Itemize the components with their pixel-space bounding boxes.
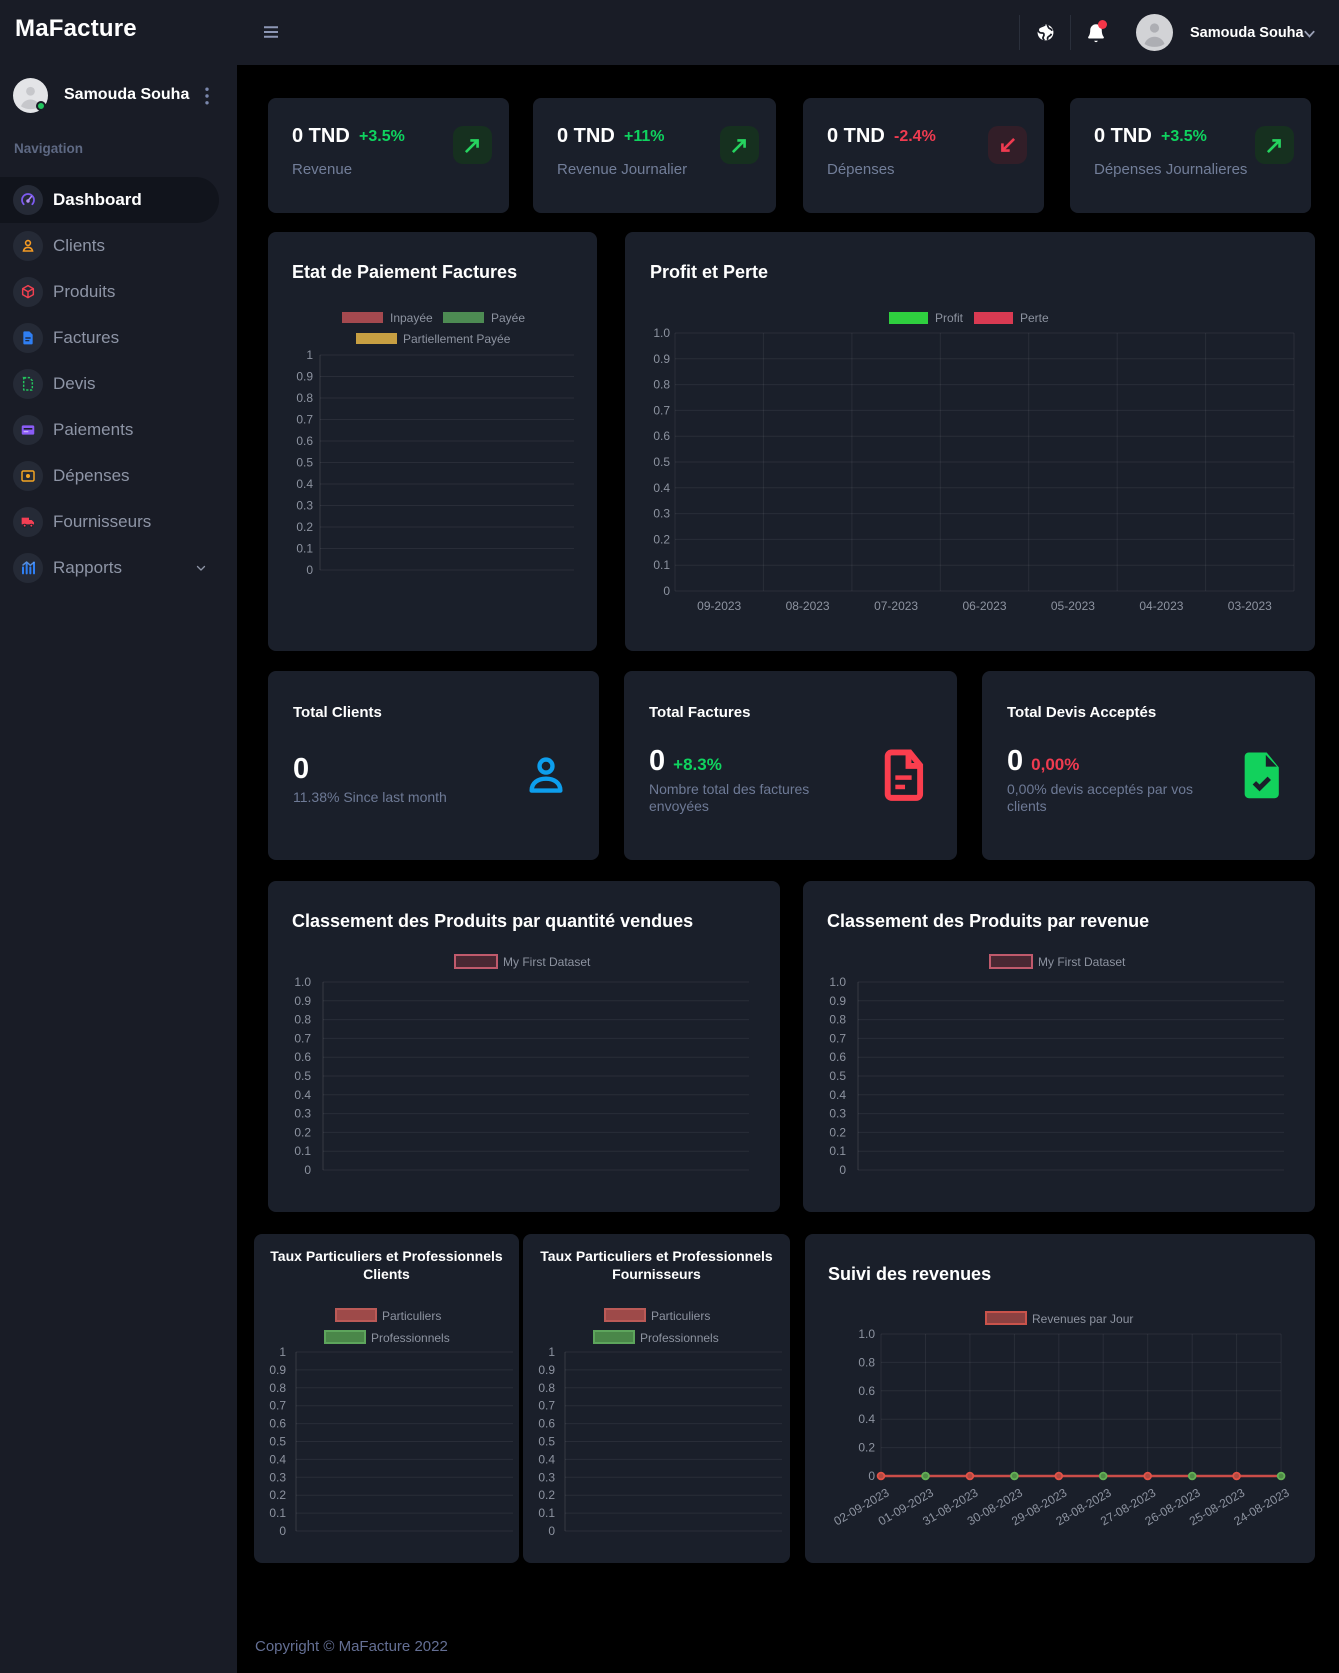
svg-text:0.5: 0.5	[296, 456, 313, 470]
svg-text:0.7: 0.7	[538, 1399, 555, 1413]
svg-text:1.0: 1.0	[653, 326, 670, 340]
svg-text:0.3: 0.3	[296, 499, 313, 513]
svg-text:My First Dataset: My First Dataset	[1038, 955, 1126, 969]
svg-text:0: 0	[868, 1469, 875, 1483]
svg-text:0.9: 0.9	[294, 994, 311, 1008]
svg-text:0.4: 0.4	[296, 477, 313, 491]
svg-text:09-2023: 09-2023	[697, 599, 741, 613]
svg-text:0.2: 0.2	[538, 1488, 555, 1502]
svg-text:0.9: 0.9	[653, 352, 670, 366]
svg-text:0.2: 0.2	[269, 1488, 286, 1502]
svg-text:0.1: 0.1	[269, 1506, 286, 1520]
svg-text:0.9: 0.9	[296, 370, 313, 384]
svg-text:1.0: 1.0	[829, 975, 846, 989]
svg-text:0: 0	[839, 1163, 846, 1177]
svg-text:0: 0	[548, 1524, 555, 1538]
svg-text:Inpayée: Inpayée	[390, 311, 433, 325]
svg-text:03-2023: 03-2023	[1228, 599, 1272, 613]
svg-text:1.0: 1.0	[858, 1327, 875, 1341]
svg-text:0.7: 0.7	[294, 1031, 311, 1045]
svg-text:0.6: 0.6	[296, 434, 313, 448]
svg-text:0: 0	[304, 1163, 311, 1177]
svg-text:07-2023: 07-2023	[874, 599, 918, 613]
svg-text:Particuliers: Particuliers	[382, 1309, 441, 1323]
svg-text:0.4: 0.4	[538, 1452, 555, 1466]
svg-text:0.7: 0.7	[829, 1031, 846, 1045]
svg-text:0.3: 0.3	[829, 1107, 846, 1121]
svg-text:05-2023: 05-2023	[1051, 599, 1095, 613]
svg-text:0: 0	[306, 563, 313, 577]
svg-text:0.6: 0.6	[829, 1050, 846, 1064]
svg-text:0.6: 0.6	[294, 1050, 311, 1064]
svg-text:0.2: 0.2	[653, 532, 670, 546]
svg-text:Payée: Payée	[491, 311, 525, 325]
svg-text:0.4: 0.4	[829, 1088, 846, 1102]
svg-text:08-2023: 08-2023	[786, 599, 830, 613]
svg-text:0.9: 0.9	[829, 994, 846, 1008]
svg-text:0.8: 0.8	[653, 378, 670, 392]
svg-text:0.4: 0.4	[858, 1412, 875, 1426]
svg-text:Perte: Perte	[1020, 311, 1049, 325]
svg-text:0.1: 0.1	[294, 1144, 311, 1158]
svg-text:0.4: 0.4	[294, 1088, 311, 1102]
svg-text:0.1: 0.1	[538, 1506, 555, 1520]
svg-text:0.8: 0.8	[538, 1381, 555, 1395]
svg-text:0.5: 0.5	[538, 1435, 555, 1449]
svg-text:0.1: 0.1	[829, 1144, 846, 1158]
svg-text:0.5: 0.5	[653, 455, 670, 469]
svg-text:1: 1	[279, 1345, 286, 1359]
svg-text:0.5: 0.5	[294, 1069, 311, 1083]
svg-text:Revenues par Jour: Revenues par Jour	[1032, 1312, 1133, 1326]
svg-text:Particuliers: Particuliers	[651, 1309, 710, 1323]
svg-text:Professionnels: Professionnels	[371, 1331, 450, 1345]
svg-text:0.6: 0.6	[653, 429, 670, 443]
svg-text:Partiellement Payée: Partiellement Payée	[403, 332, 511, 346]
svg-text:0.2: 0.2	[294, 1125, 311, 1139]
svg-text:1: 1	[306, 348, 313, 362]
svg-text:0.8: 0.8	[858, 1355, 875, 1369]
svg-text:Professionnels: Professionnels	[640, 1331, 719, 1345]
svg-text:0: 0	[279, 1524, 286, 1538]
svg-text:0.2: 0.2	[296, 520, 313, 534]
svg-text:0.6: 0.6	[538, 1417, 555, 1431]
svg-text:0.1: 0.1	[296, 542, 313, 556]
svg-text:0.3: 0.3	[269, 1470, 286, 1484]
svg-text:0.8: 0.8	[296, 391, 313, 405]
svg-text:0.4: 0.4	[269, 1452, 286, 1466]
svg-text:0.6: 0.6	[858, 1384, 875, 1398]
svg-text:0.7: 0.7	[296, 413, 313, 427]
svg-text:Profit: Profit	[935, 311, 964, 325]
svg-text:06-2023: 06-2023	[962, 599, 1006, 613]
svg-text:0.8: 0.8	[294, 1013, 311, 1027]
svg-text:0.1: 0.1	[653, 558, 670, 572]
svg-text:0.5: 0.5	[829, 1069, 846, 1083]
svg-text:0.6: 0.6	[269, 1417, 286, 1431]
svg-text:1.0: 1.0	[294, 975, 311, 989]
svg-text:0.3: 0.3	[294, 1107, 311, 1121]
svg-text:0.5: 0.5	[269, 1435, 286, 1449]
svg-text:0.2: 0.2	[829, 1125, 846, 1139]
svg-text:0.2: 0.2	[858, 1441, 875, 1455]
svg-text:0.9: 0.9	[269, 1363, 286, 1377]
svg-text:0.8: 0.8	[829, 1013, 846, 1027]
svg-text:0.7: 0.7	[653, 403, 670, 417]
svg-text:0: 0	[663, 584, 670, 598]
svg-text:0.4: 0.4	[653, 481, 670, 495]
svg-text:0.9: 0.9	[538, 1363, 555, 1377]
svg-text:04-2023: 04-2023	[1139, 599, 1183, 613]
svg-text:0.7: 0.7	[269, 1399, 286, 1413]
svg-text:My First Dataset: My First Dataset	[503, 955, 591, 969]
svg-text:0.3: 0.3	[538, 1470, 555, 1484]
svg-text:0.3: 0.3	[653, 507, 670, 521]
svg-text:0.8: 0.8	[269, 1381, 286, 1395]
svg-text:1: 1	[548, 1345, 555, 1359]
